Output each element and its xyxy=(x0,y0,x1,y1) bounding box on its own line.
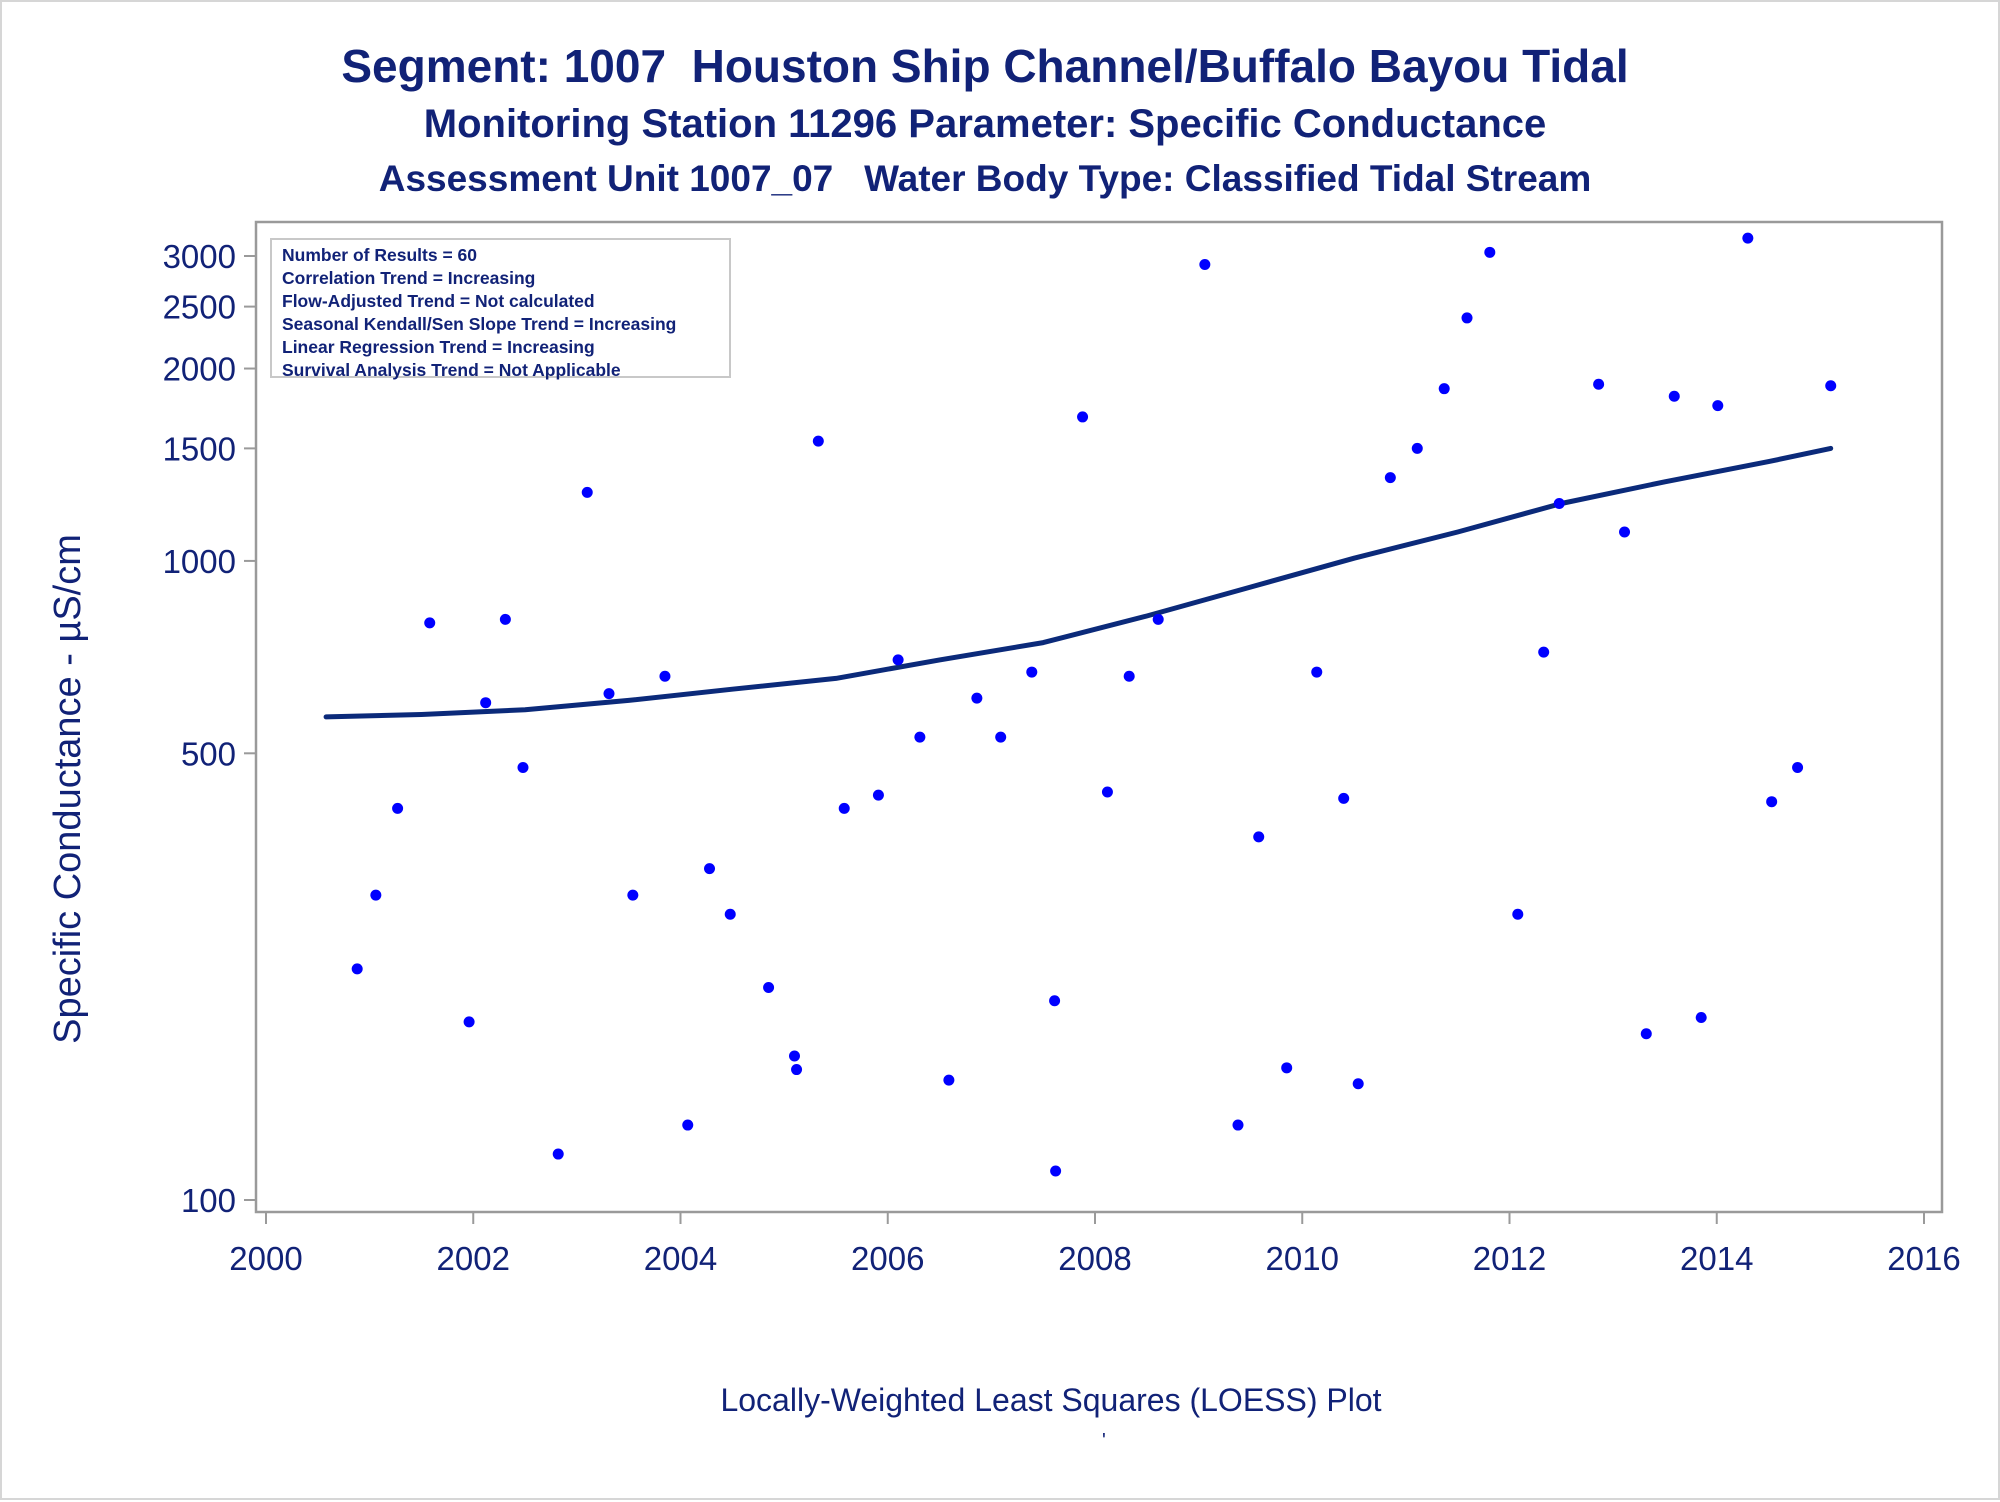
data-point xyxy=(914,731,926,743)
chart-subtitle-secondary: Assessment Unit 1007_07 Water Body Type:… xyxy=(378,158,1592,199)
data-point xyxy=(552,1148,564,1160)
data-point xyxy=(370,889,382,901)
data-point xyxy=(1792,762,1804,774)
data-point xyxy=(788,1050,800,1062)
data-point xyxy=(1077,411,1089,423)
data-point xyxy=(463,1016,475,1028)
x-tick-label: 2004 xyxy=(644,1240,717,1277)
y-tick-label: 100 xyxy=(181,1182,236,1219)
data-point xyxy=(581,486,593,498)
y-tick-label: 2000 xyxy=(163,351,236,388)
data-point xyxy=(1484,246,1496,258)
data-point xyxy=(1668,390,1680,402)
loess-trend-line xyxy=(323,445,1834,720)
data-point xyxy=(838,802,850,814)
data-point xyxy=(1281,1062,1293,1074)
data-point xyxy=(1384,472,1396,484)
y-tick-label: 1500 xyxy=(163,430,236,467)
data-point xyxy=(812,435,824,447)
data-point xyxy=(480,697,492,709)
data-point xyxy=(603,688,615,700)
data-point xyxy=(1311,666,1323,678)
data-point xyxy=(517,762,529,774)
data-point xyxy=(724,908,736,920)
data-point xyxy=(704,863,716,875)
chart-subtitle: Monitoring Station 11296 Parameter: Spec… xyxy=(423,102,1547,146)
data-point xyxy=(1123,670,1135,682)
data-point xyxy=(1512,908,1524,920)
data-point xyxy=(1461,312,1473,324)
y-tick-label: 3000 xyxy=(163,238,236,275)
y-axis-title: Specific Conductance - µS/cm xyxy=(47,534,89,1044)
data-point xyxy=(1766,796,1778,808)
x-tick-label: 2006 xyxy=(851,1240,924,1277)
x-tick-label: 2012 xyxy=(1473,1240,1546,1277)
x-tick-label: 2014 xyxy=(1680,1240,1753,1277)
plot-frame xyxy=(254,220,1944,1214)
data-point xyxy=(1152,613,1164,625)
stat-line-survival-analysis: Survival Analysis Trend = Not Applicable xyxy=(282,360,621,380)
data-point xyxy=(1338,792,1350,804)
data-point xyxy=(1026,666,1038,678)
data-point xyxy=(1049,995,1061,1007)
data-point xyxy=(1050,1165,1062,1177)
data-point xyxy=(763,982,775,994)
stat-line-linear-regression: Linear Regression Trend = Increasing xyxy=(282,337,595,357)
data-point xyxy=(1411,442,1423,454)
data-point xyxy=(424,617,436,629)
chart-title: Segment: 1007 Houston Ship Channel/Buffa… xyxy=(341,40,1629,92)
data-point xyxy=(791,1064,803,1076)
trend-statistics-box: Number of Results = 60 Correlation Trend… xyxy=(270,238,731,380)
data-point xyxy=(682,1119,694,1131)
data-point xyxy=(1619,526,1631,538)
y-tick-label: 500 xyxy=(181,735,236,772)
data-point xyxy=(1253,831,1265,843)
data-point xyxy=(872,789,884,801)
data-point xyxy=(1825,380,1837,392)
data-point xyxy=(1640,1028,1652,1040)
data-point xyxy=(1352,1078,1364,1090)
x-tick-label: 2000 xyxy=(229,1240,302,1277)
x-tick-label: 2016 xyxy=(1887,1240,1960,1277)
data-point xyxy=(995,731,1007,743)
data-point xyxy=(659,670,671,682)
x-tick-label: 2008 xyxy=(1058,1240,1131,1277)
data-point xyxy=(499,613,511,625)
stat-line-flow-adjusted: Flow-Adjusted Trend = Not calculated xyxy=(282,291,595,311)
data-point xyxy=(1438,383,1450,395)
stat-line-results: Number of Results = 60 xyxy=(282,245,477,265)
data-point xyxy=(892,654,904,666)
data-point xyxy=(1742,232,1754,244)
x-tick-label: 2010 xyxy=(1266,1240,1339,1277)
data-point xyxy=(1538,646,1550,658)
data-point xyxy=(1593,378,1605,390)
data-point xyxy=(1199,258,1211,270)
y-tick-label: 1000 xyxy=(163,543,236,580)
plot-caption: Locally-Weighted Least Squares (LOESS) P… xyxy=(720,1382,1382,1418)
data-point xyxy=(1712,400,1724,412)
stat-line-seasonal-kendall: Seasonal Kendall/Sen Slope Trend = Incre… xyxy=(282,314,677,334)
data-point xyxy=(1695,1012,1707,1024)
data-point xyxy=(1553,497,1565,509)
data-point xyxy=(392,802,404,814)
footer-mark: ' xyxy=(1102,1430,1106,1452)
data-point xyxy=(1101,786,1113,798)
data-point xyxy=(627,889,639,901)
data-point xyxy=(971,692,983,704)
x-tick-label: 2002 xyxy=(437,1240,510,1277)
stat-line-correlation: Correlation Trend = Increasing xyxy=(282,268,536,288)
data-point xyxy=(943,1074,955,1086)
data-point xyxy=(351,963,363,975)
data-point xyxy=(1232,1119,1244,1131)
y-tick-label: 2500 xyxy=(163,289,236,326)
